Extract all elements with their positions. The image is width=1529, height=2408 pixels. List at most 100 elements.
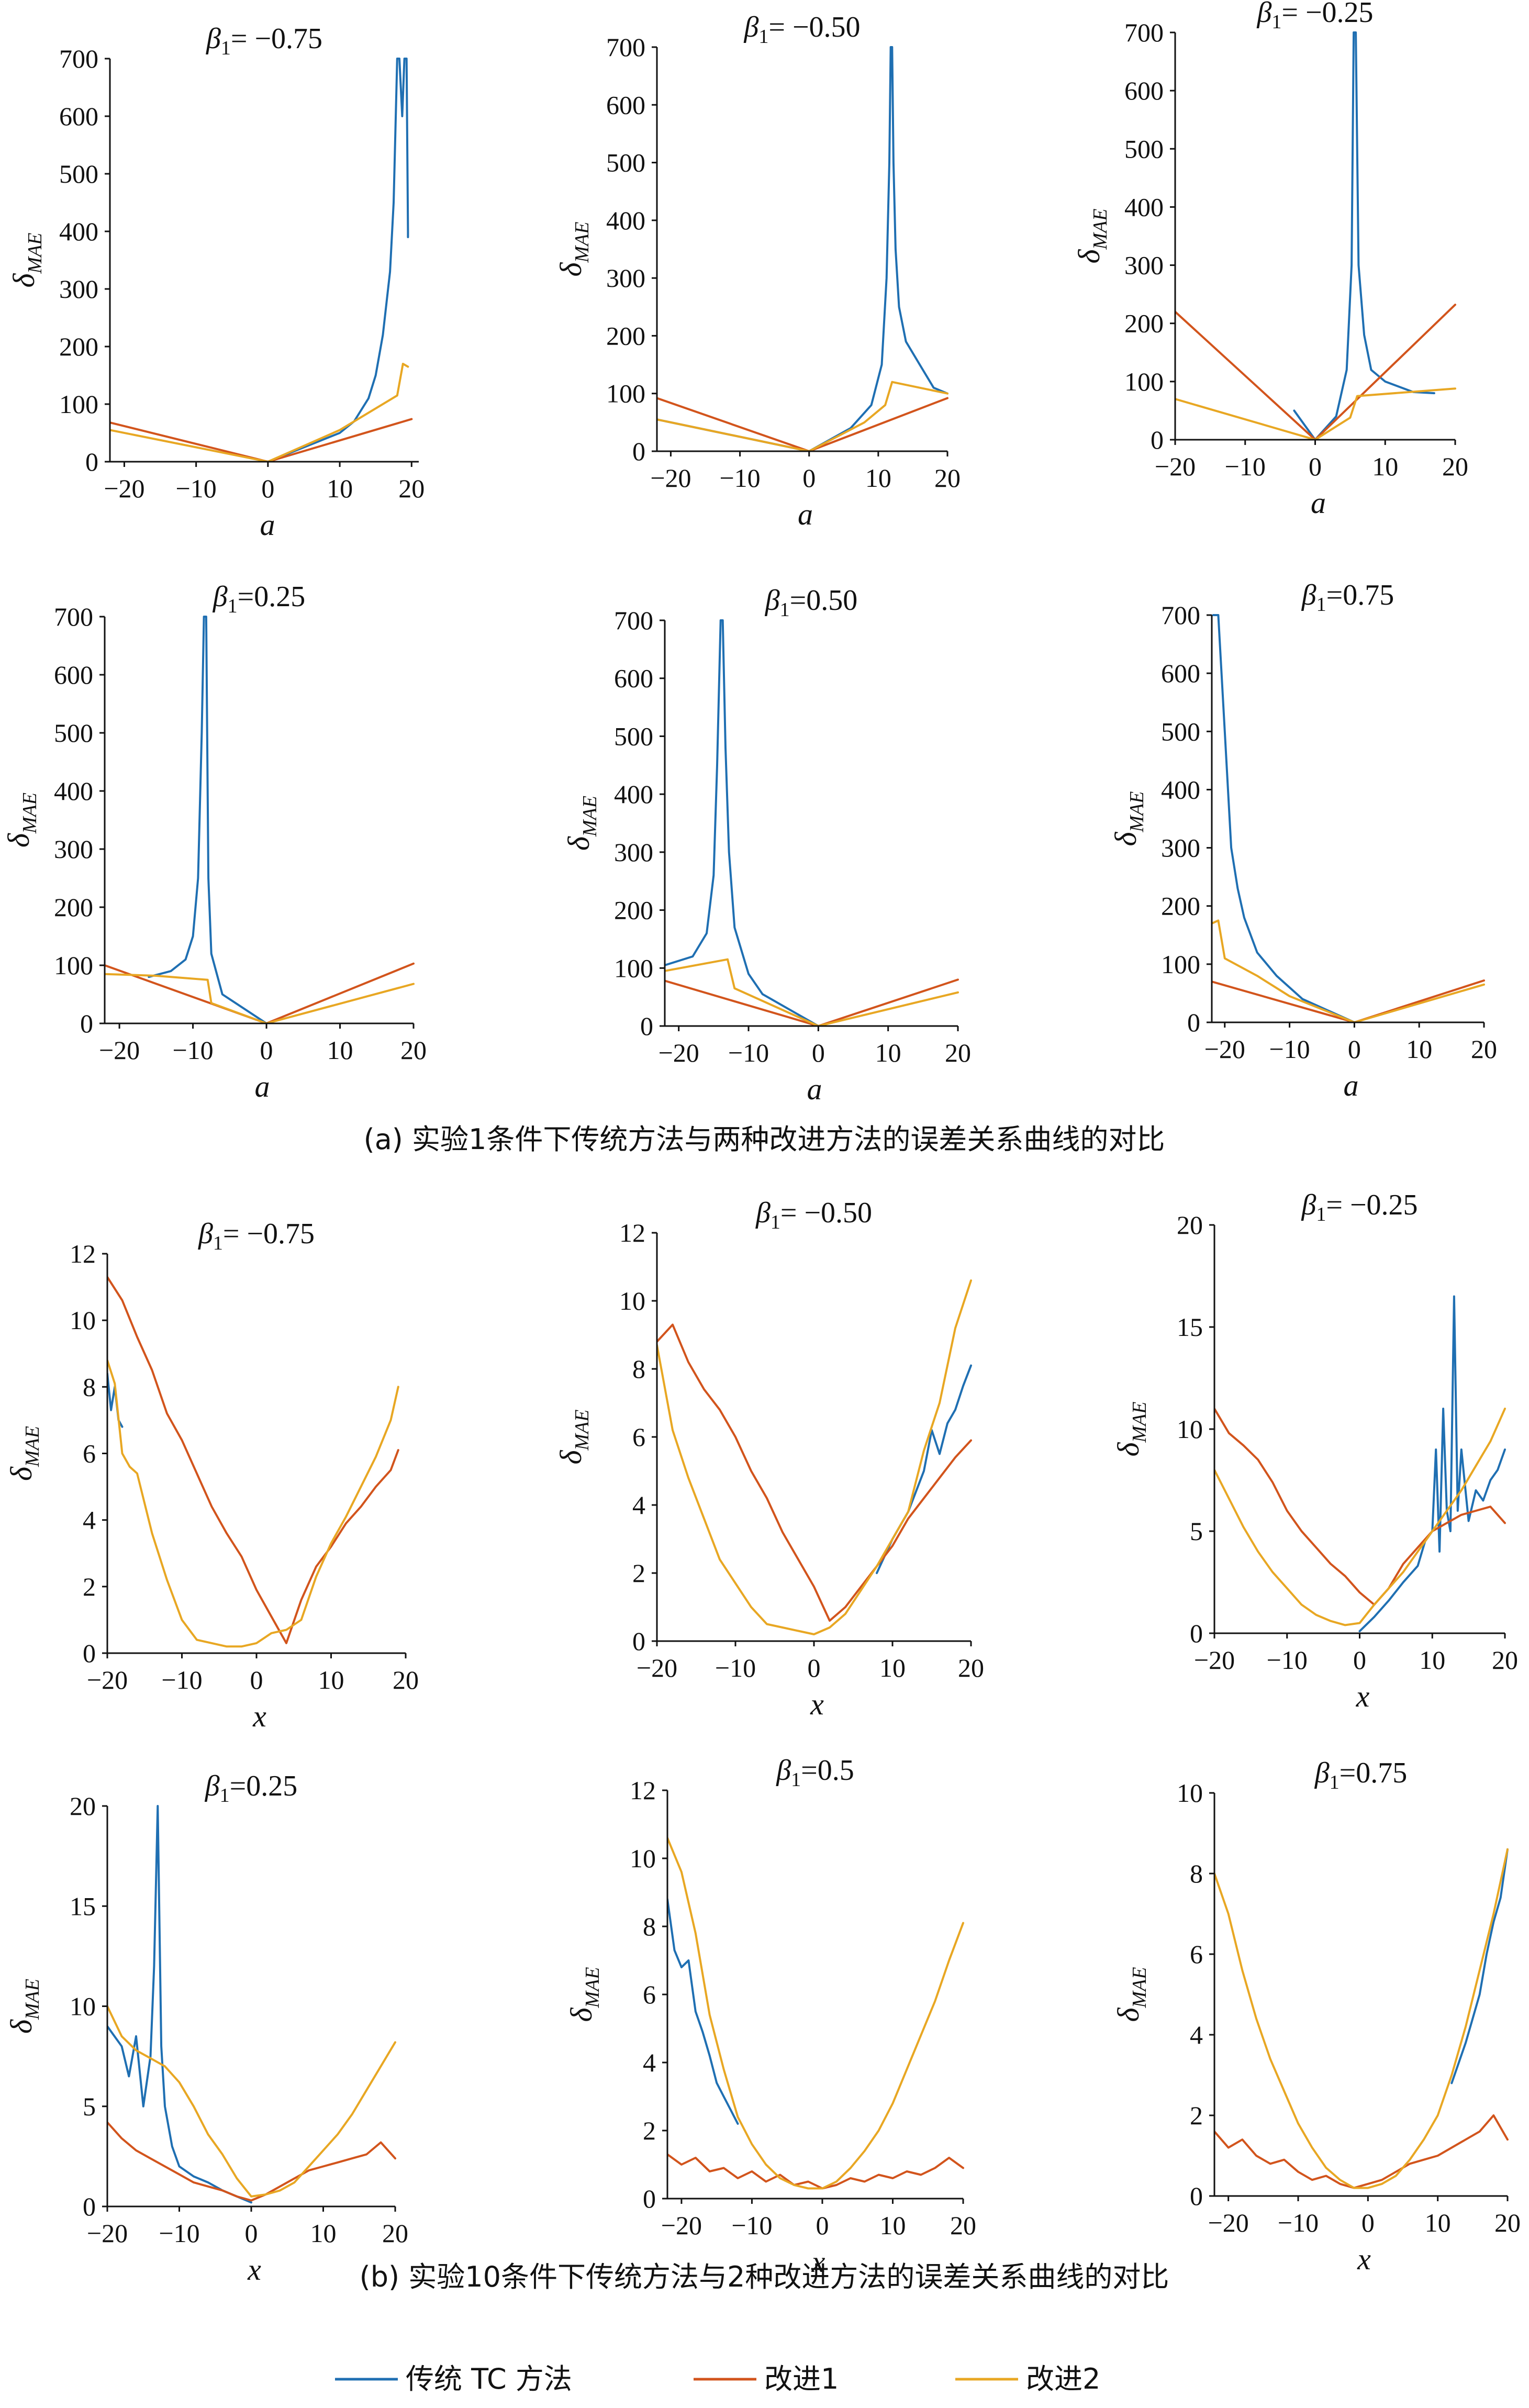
y-tick-label: 12 <box>630 1776 656 1805</box>
x-axis-label: a <box>1344 1068 1359 1102</box>
x-tick-label: −10 <box>176 474 217 503</box>
panel-title: β1= −0.75 <box>198 1218 315 1254</box>
x-tick-label: 0 <box>808 1653 821 1682</box>
y-axis-label: δMAE <box>1111 1967 1151 2022</box>
y-tick-label: 400 <box>614 779 653 809</box>
series-line-imp2 <box>110 363 409 462</box>
x-tick-label: −10 <box>159 2219 199 2248</box>
y-tick-label: 300 <box>614 838 653 867</box>
y-tick-label: 4 <box>632 1490 645 1520</box>
x-tick-label: −20 <box>1208 2208 1249 2237</box>
x-axis-label: a <box>260 508 275 542</box>
x-axis-label: x <box>1356 1679 1370 1713</box>
y-tick-label: 0 <box>640 1011 653 1041</box>
y-tick-label: 400 <box>1124 192 1164 221</box>
y-tick-label: 200 <box>606 321 645 350</box>
y-tick-label: 15 <box>70 1891 96 1921</box>
x-tick-label: 10 <box>865 463 891 493</box>
y-tick-label: 500 <box>59 159 98 188</box>
y-tick-label: 12 <box>619 1218 645 1247</box>
panel-title: β1= −0.25 <box>1256 0 1373 33</box>
series-line-tc <box>1212 614 1356 1022</box>
y-tick-label: 2 <box>643 2116 656 2145</box>
y-tick-label: 6 <box>643 1980 656 2009</box>
y-tick-label: 8 <box>632 1354 645 1384</box>
series-line-imp2 <box>107 1359 399 1648</box>
x-tick-label: 20 <box>382 2219 408 2248</box>
x-axis-label: a <box>807 1072 822 1106</box>
series-line-tc <box>107 1805 252 2204</box>
y-tick-label: 0 <box>1190 1619 1203 1648</box>
x-axis-label: x <box>247 2253 261 2287</box>
x-tick-label: 10 <box>1425 2208 1451 2237</box>
legend-label-imp1: 改进1 <box>764 2362 839 2395</box>
x-tick-label: −20 <box>1204 1034 1245 1064</box>
chart-panel-b5: 0 2 4 6 8 10 12 −20 −10 0 10 20 β1=0.5 x δMAE <box>564 1754 976 2279</box>
series-group <box>107 1805 396 2204</box>
y-tick-label: 0 <box>80 1009 93 1038</box>
y-tick-label: 4 <box>1190 2020 1203 2049</box>
series-line-imp2 <box>1175 387 1456 440</box>
x-tick-label: −20 <box>99 1035 140 1065</box>
y-tick-label: 10 <box>619 1286 645 1316</box>
y-axis-label: δMAE <box>1072 208 1111 263</box>
y-tick-label: 100 <box>59 389 98 419</box>
panel-title: β1= −0.50 <box>755 1197 872 1233</box>
chart-panel-b3: 0 5 10 15 20 −20 −10 0 10 20 β1= −0.25 x δMAE <box>1111 1189 1518 1713</box>
x-tick-label: −10 <box>715 1653 756 1682</box>
y-tick-label: 300 <box>1161 833 1200 863</box>
chart-panel-b2: 0 2 4 6 8 10 12 −20 −10 0 10 20 β1= −0.50 x δMAE <box>554 1197 984 1721</box>
caption-b: (b) 实验10条件下传统方法与2种改进方法的误差关系曲线的对比 <box>360 2260 1169 2293</box>
y-tick-label: 0 <box>632 437 645 466</box>
x-tick-label: 10 <box>1419 1645 1445 1675</box>
x-tick-label: 10 <box>327 1035 353 1065</box>
x-tick-label: 20 <box>934 463 961 493</box>
y-tick-label: 6 <box>1190 1939 1203 1969</box>
y-axis-label: δMAE <box>1109 791 1148 846</box>
x-tick-label: 20 <box>1492 1645 1518 1675</box>
y-tick-label: 200 <box>59 332 98 361</box>
chart-panel-a5: 0 100 200 300 400 500 600 700 −20 −10 0 10 20 β1=0.50… <box>562 584 971 1106</box>
x-tick-label: 0 <box>245 2219 258 2248</box>
y-tick-label: 20 <box>1177 1210 1203 1240</box>
series-group <box>1214 1848 1509 2189</box>
x-tick-label: −20 <box>1155 452 1196 481</box>
y-tick-label: 0 <box>83 1638 96 1668</box>
y-tick-label: 700 <box>54 602 93 631</box>
y-tick-label: 0 <box>643 2184 656 2213</box>
y-tick-label: 400 <box>606 206 645 235</box>
series-line-imp1 <box>667 2153 964 2190</box>
series-line-imp2 <box>1214 1408 1506 1626</box>
panel-title: β1=0.25 <box>205 1770 297 1807</box>
y-tick-label: 700 <box>1124 18 1164 47</box>
panel-title: β1=0.50 <box>765 584 857 621</box>
series-group <box>667 1837 964 2190</box>
y-tick-label: 100 <box>614 953 653 983</box>
series-group <box>110 58 413 462</box>
x-tick-label: 0 <box>816 2211 829 2240</box>
y-tick-label: 20 <box>70 1791 96 1821</box>
y-tick-label: 8 <box>1190 1859 1203 1888</box>
y-tick-label: 600 <box>54 660 93 689</box>
panel-title: β1= −0.75 <box>206 23 322 59</box>
caption-a: (a) 实验1条件下传统方法与两种改进方法的误差关系曲线的对比 <box>364 1123 1165 1156</box>
y-tick-label: 500 <box>1124 134 1164 163</box>
x-axis-label: x <box>810 1687 824 1721</box>
x-tick-label: 0 <box>260 1035 273 1065</box>
x-tick-label: 10 <box>879 2211 906 2240</box>
x-tick-label: 0 <box>1309 452 1322 481</box>
x-tick-label: 0 <box>250 1665 263 1694</box>
y-tick-label: 10 <box>630 1844 656 1873</box>
y-tick-label: 0 <box>1187 1008 1200 1037</box>
series-line-imp1 <box>1212 979 1485 1022</box>
x-tick-label: −10 <box>719 463 760 493</box>
x-tick-label: 20 <box>1471 1034 1497 1064</box>
x-tick-label: −20 <box>650 463 691 493</box>
panel-title: β1=0.25 <box>213 581 305 617</box>
x-axis-label: x <box>811 2245 825 2279</box>
x-tick-label: 0 <box>1353 1645 1366 1675</box>
y-tick-label: 0 <box>83 2192 96 2221</box>
x-tick-label: −10 <box>172 1035 213 1065</box>
y-tick-label: 8 <box>643 1912 656 1941</box>
